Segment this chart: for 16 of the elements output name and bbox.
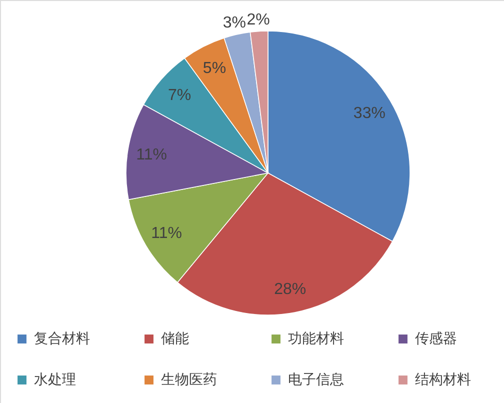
data-label: 2% bbox=[246, 11, 270, 28]
legend-label: 生物医药 bbox=[161, 372, 217, 388]
data-label: 11% bbox=[151, 224, 182, 242]
data-label: 3% bbox=[222, 14, 246, 32]
legend-label: 储能 bbox=[161, 331, 189, 347]
data-label: 28% bbox=[274, 280, 306, 298]
data-label: 33% bbox=[353, 105, 386, 122]
data-label: 5% bbox=[202, 60, 226, 77]
legend-label: 电子信息 bbox=[288, 372, 344, 388]
data-label: 11% bbox=[136, 146, 168, 164]
legend-label: 水处理 bbox=[34, 372, 76, 388]
legend-label: 结构材料 bbox=[415, 372, 471, 388]
legend-label: 复合材料 bbox=[34, 331, 90, 347]
legend-label: 传感器 bbox=[415, 331, 457, 347]
legend-label: 功能材料 bbox=[288, 331, 344, 347]
data-label: 7% bbox=[168, 87, 192, 104]
